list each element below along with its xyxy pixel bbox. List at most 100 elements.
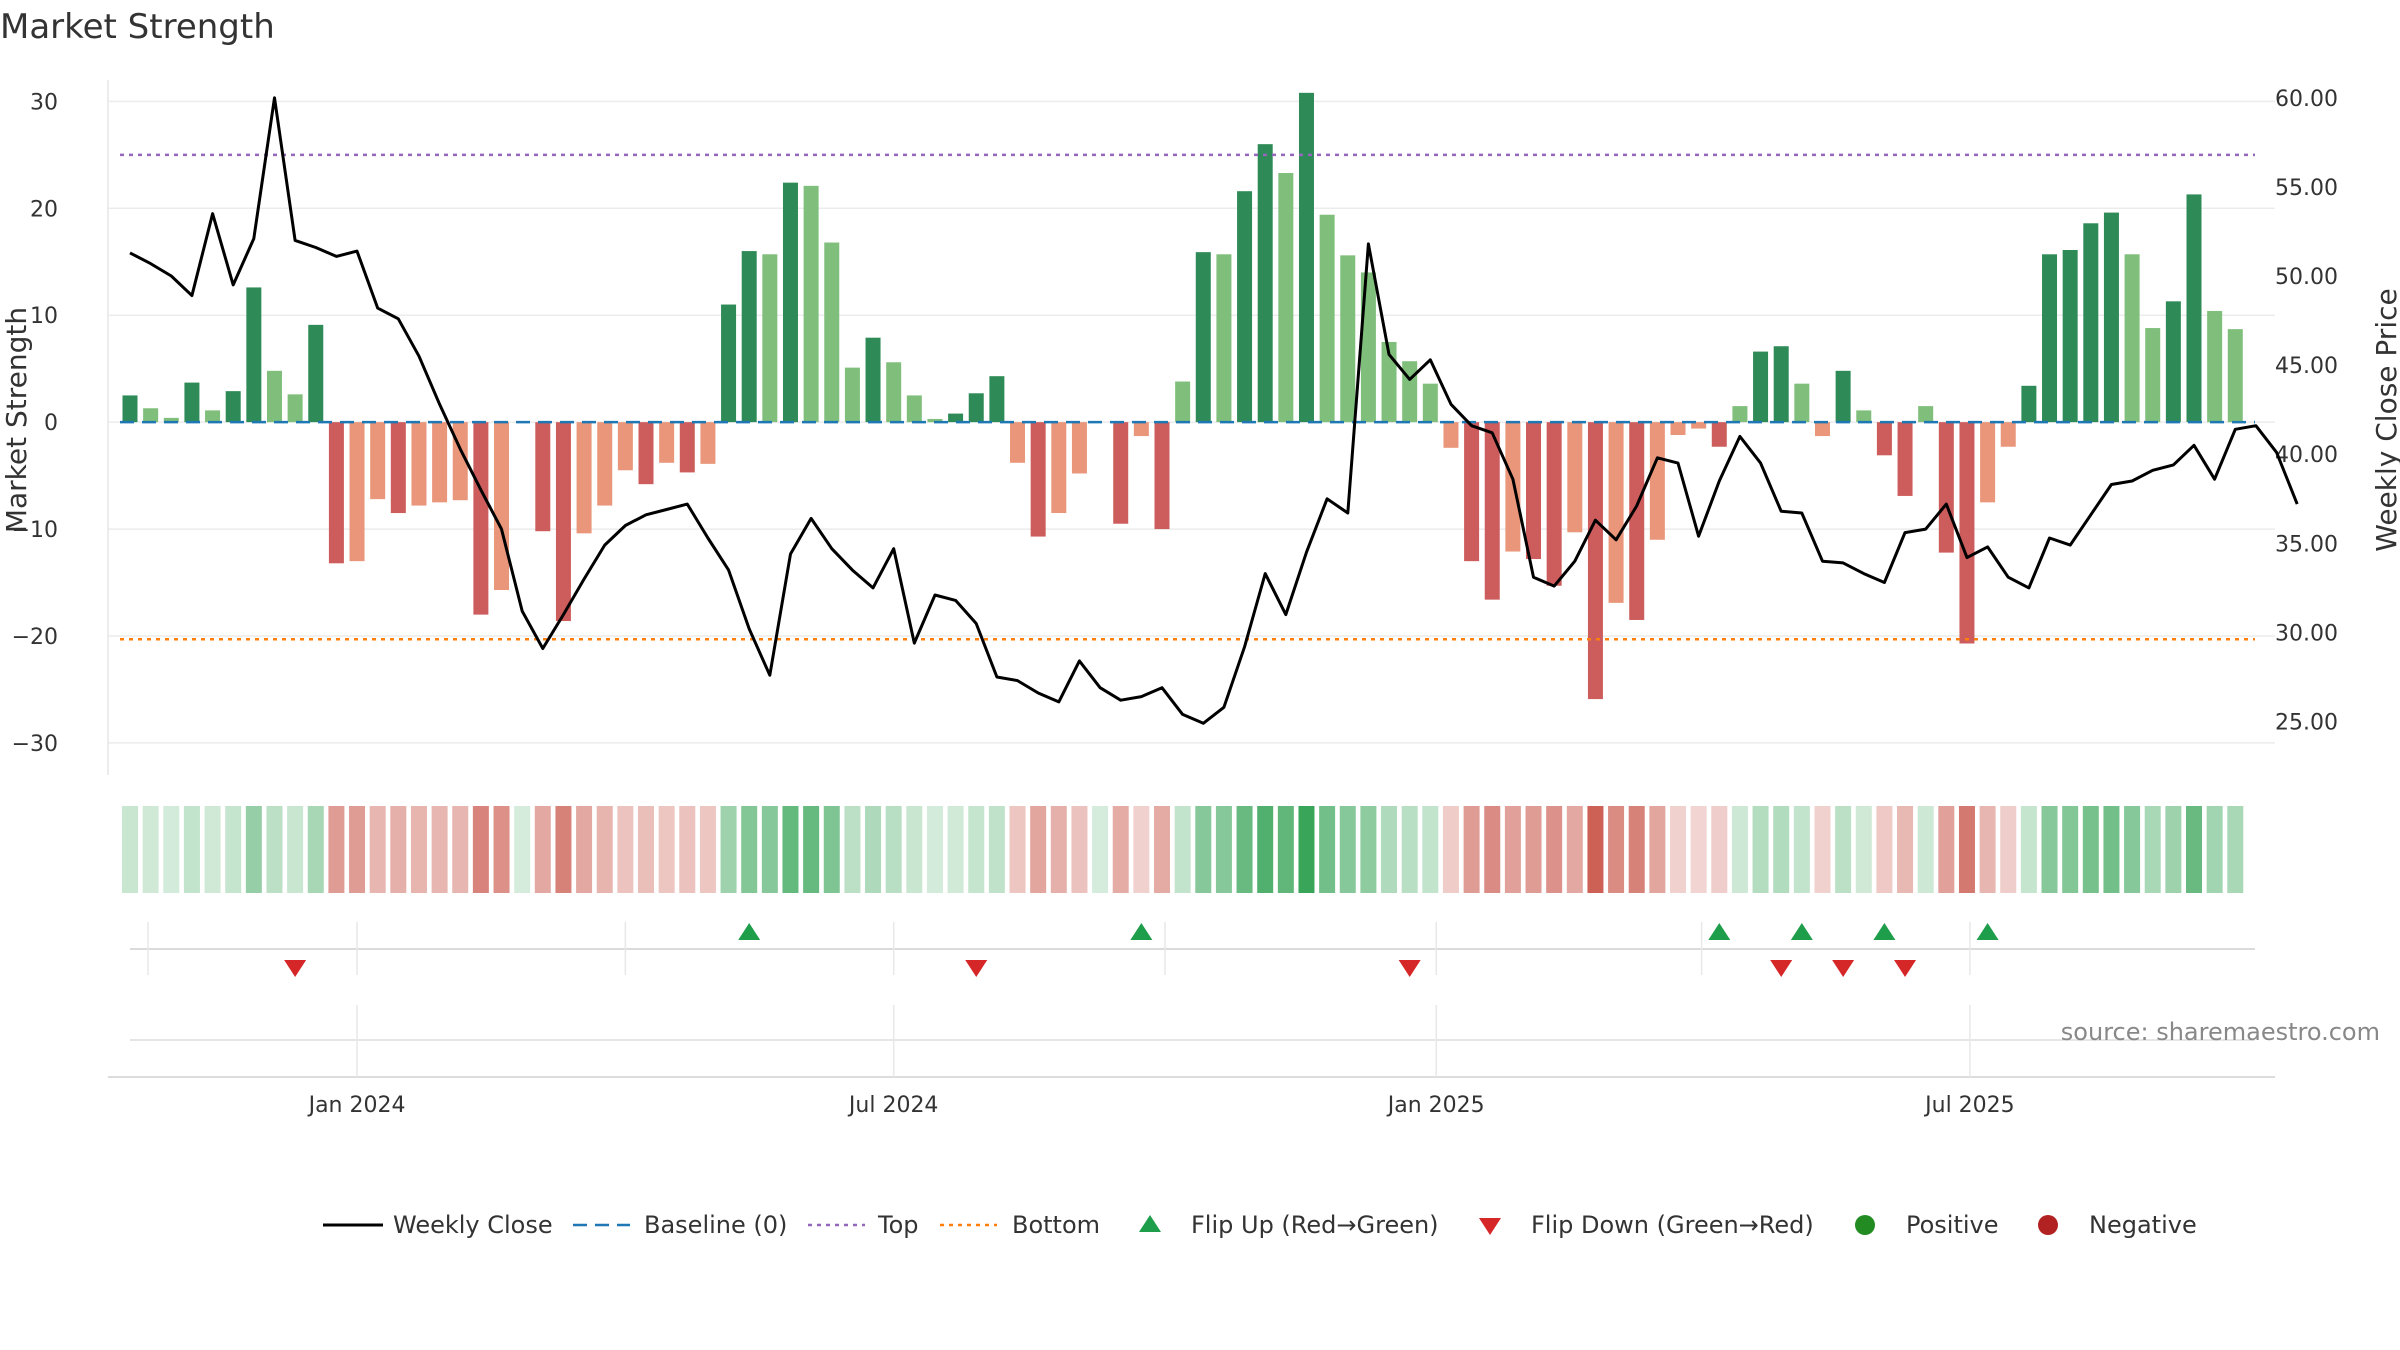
heat-cell xyxy=(390,806,407,893)
strength-bar-negative xyxy=(349,422,365,562)
flip-markers xyxy=(284,923,1999,977)
heat-cell xyxy=(1690,806,1707,893)
legend: Weekly Close Baseline (0) Top Bottom Flip Up… xyxy=(323,1211,2197,1239)
strength-bar-positive xyxy=(2165,301,2181,423)
strength-bar-positive xyxy=(2145,328,2161,423)
strength-bar-negative xyxy=(1010,422,1026,463)
heat-cell xyxy=(534,806,551,893)
legend-entry-label: Bottom xyxy=(1012,1211,1100,1239)
heat-cell xyxy=(1236,806,1253,893)
strength-bar-positive xyxy=(2083,223,2099,423)
strength-bar-negative xyxy=(1959,422,1975,644)
price-line-group xyxy=(129,96,2299,725)
heat-cell xyxy=(493,806,510,893)
strength-bar-positive xyxy=(1278,173,1294,423)
strength-bar-negative xyxy=(411,422,427,506)
strength-bar-positive xyxy=(886,362,902,423)
heat-cell xyxy=(1793,806,1810,893)
heat-cell xyxy=(576,806,593,893)
strength-bar-positive xyxy=(2227,329,2243,423)
strength-bar-positive xyxy=(1918,406,1934,423)
heat-cell xyxy=(1897,806,1914,893)
right-tick-label: 40.00 xyxy=(2275,443,2338,468)
heat-cell xyxy=(596,806,613,893)
strength-bar-negative xyxy=(638,422,654,485)
heat-cell xyxy=(1670,806,1686,893)
heat-cell xyxy=(761,806,778,893)
strength-bar-positive xyxy=(2042,254,2058,423)
left-tick-label: 30 xyxy=(30,90,58,115)
flip-down-marker xyxy=(965,960,988,977)
heat-cell xyxy=(1422,806,1439,893)
flip-up-marker xyxy=(1873,923,1896,940)
strength-bar-negative xyxy=(390,422,406,514)
left-tick-label: −30 xyxy=(12,732,58,757)
strength-bar-positive xyxy=(143,408,159,423)
legend-entry-label: Negative xyxy=(2089,1211,2197,1239)
heat-cell xyxy=(1071,806,1088,893)
y2-axis-title: Weekly Close Price xyxy=(2370,288,2400,551)
strength-bar-negative xyxy=(1649,422,1665,540)
heat-cell xyxy=(885,806,902,893)
heat-cell xyxy=(307,806,324,893)
heat-cell xyxy=(2041,806,2058,893)
strength-bar-positive xyxy=(1732,406,1748,423)
heat-cell xyxy=(741,806,758,893)
heat-cell xyxy=(2082,806,2099,893)
legend-swatch-negative xyxy=(2038,1215,2058,1235)
x-axis: Jan 2024 Jul 2024 Jan 2025 Jul 2025 xyxy=(108,922,2275,1118)
reference-lines xyxy=(120,153,2255,641)
right-tick-label: 25.00 xyxy=(2275,711,2338,736)
heat-cell xyxy=(349,806,366,893)
legend-entry-label: Weekly Close xyxy=(393,1211,553,1239)
heat-cell xyxy=(679,806,696,893)
strength-bar-negative xyxy=(1526,422,1542,560)
strength-bar-positive xyxy=(741,251,757,423)
heat-cell xyxy=(1876,806,1893,893)
strength-bar-positive xyxy=(1381,341,1397,423)
heat-cell xyxy=(1463,806,1480,893)
heat-cell xyxy=(410,806,427,893)
strength-bar-negative xyxy=(555,422,571,622)
strength-bar-positive xyxy=(287,394,303,423)
strength-bar-negative xyxy=(432,422,448,503)
weekly-close-line xyxy=(129,96,2299,725)
right-tick-label: 60.00 xyxy=(2275,87,2338,112)
strength-bar-positive xyxy=(1237,191,1253,423)
strength-bar-negative xyxy=(1113,422,1129,524)
right-axis-ticks: 60.00 55.00 50.00 45.00 40.00 35.00 30.00 25.00 xyxy=(2275,87,2338,736)
heat-cell xyxy=(1979,806,1996,893)
strength-bar-positive xyxy=(762,254,778,423)
legend-swatch-flip-up xyxy=(1139,1215,1161,1232)
strength-bar-positive xyxy=(308,324,324,423)
heat-cell xyxy=(1752,806,1769,893)
heat-cell xyxy=(803,806,820,893)
heat-cell xyxy=(1855,806,1872,893)
legend-entry-label: Top xyxy=(877,1211,919,1239)
heat-cell xyxy=(1298,806,1315,893)
heat-cell xyxy=(1628,806,1645,893)
heat-cell xyxy=(1731,806,1748,893)
heat-cell xyxy=(617,806,634,893)
flip-down-marker xyxy=(1770,960,1793,977)
strength-bar-negative xyxy=(494,422,510,591)
strength-bar-negative xyxy=(1443,422,1459,448)
strength-bar-negative xyxy=(1587,422,1603,700)
heat-cell xyxy=(2000,806,2017,893)
flip-down-marker xyxy=(1398,960,1421,977)
heat-cell xyxy=(968,806,985,893)
strength-bar-positive xyxy=(1257,144,1273,423)
heat-cell xyxy=(823,806,840,893)
strength-bar-negative xyxy=(1691,422,1707,429)
heat-cell xyxy=(1711,806,1728,893)
heat-cell xyxy=(2165,806,2182,893)
heat-cell xyxy=(245,806,262,893)
strength-bar-positive xyxy=(1835,370,1851,423)
left-tick-label: 0 xyxy=(44,411,58,436)
legend-entry-label: Positive xyxy=(1906,1211,1999,1239)
strength-bar-positive xyxy=(246,287,262,423)
heat-cell xyxy=(1319,806,1336,893)
right-tick-label: 45.00 xyxy=(2275,354,2338,379)
strength-bar-negative xyxy=(679,422,695,473)
